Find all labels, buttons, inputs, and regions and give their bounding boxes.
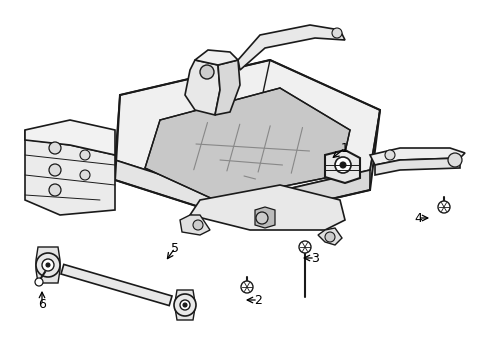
Polygon shape bbox=[238, 25, 345, 70]
Circle shape bbox=[200, 65, 214, 79]
Circle shape bbox=[42, 259, 54, 271]
Circle shape bbox=[334, 157, 350, 173]
Circle shape bbox=[339, 162, 346, 168]
Polygon shape bbox=[317, 228, 341, 245]
Circle shape bbox=[193, 220, 203, 230]
Circle shape bbox=[437, 201, 449, 213]
Polygon shape bbox=[175, 290, 195, 320]
Text: 3: 3 bbox=[310, 252, 318, 265]
Circle shape bbox=[35, 278, 43, 286]
Circle shape bbox=[49, 184, 61, 196]
Text: 6: 6 bbox=[38, 298, 46, 311]
Polygon shape bbox=[184, 60, 220, 115]
Polygon shape bbox=[180, 215, 209, 235]
Circle shape bbox=[331, 28, 341, 38]
Circle shape bbox=[36, 253, 60, 277]
Circle shape bbox=[80, 150, 90, 160]
Circle shape bbox=[384, 150, 394, 160]
Text: 1: 1 bbox=[340, 141, 348, 154]
Polygon shape bbox=[36, 247, 60, 283]
Polygon shape bbox=[195, 50, 238, 65]
Circle shape bbox=[49, 142, 61, 154]
Polygon shape bbox=[369, 148, 464, 165]
Circle shape bbox=[49, 164, 61, 176]
Circle shape bbox=[325, 232, 334, 242]
Polygon shape bbox=[145, 88, 349, 200]
Circle shape bbox=[298, 241, 310, 253]
Circle shape bbox=[180, 300, 190, 310]
Text: 2: 2 bbox=[254, 293, 262, 306]
Circle shape bbox=[241, 281, 252, 293]
Polygon shape bbox=[374, 158, 459, 175]
Polygon shape bbox=[215, 60, 240, 115]
Circle shape bbox=[256, 212, 267, 224]
Polygon shape bbox=[115, 60, 379, 200]
Circle shape bbox=[174, 294, 196, 316]
Polygon shape bbox=[61, 264, 172, 306]
Circle shape bbox=[447, 153, 461, 167]
Circle shape bbox=[46, 263, 50, 267]
Polygon shape bbox=[25, 120, 115, 155]
Text: 4: 4 bbox=[413, 211, 421, 225]
Polygon shape bbox=[325, 150, 359, 183]
Polygon shape bbox=[115, 160, 240, 220]
Polygon shape bbox=[25, 130, 115, 215]
Circle shape bbox=[183, 303, 186, 307]
Polygon shape bbox=[240, 170, 369, 220]
Polygon shape bbox=[190, 185, 345, 230]
Circle shape bbox=[80, 170, 90, 180]
Polygon shape bbox=[254, 207, 274, 228]
Text: 5: 5 bbox=[171, 242, 179, 255]
